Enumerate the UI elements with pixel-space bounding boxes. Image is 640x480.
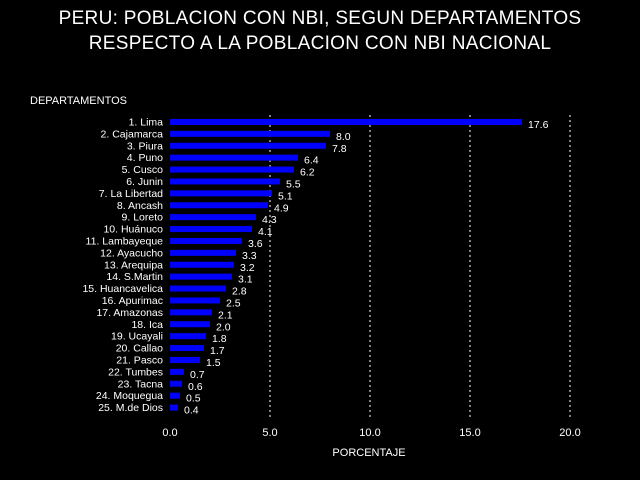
- bar: [170, 190, 272, 197]
- bar: [170, 392, 180, 399]
- bar: [170, 226, 252, 233]
- bar: [170, 118, 522, 125]
- value-label: 1.7: [210, 345, 225, 357]
- category-label: 1. Lima: [129, 116, 164, 128]
- value-label: 2.5: [226, 297, 241, 309]
- value-label: 0.6: [188, 381, 203, 393]
- value-label: 6.4: [304, 155, 319, 167]
- category-label: 11. Lambayeque: [86, 235, 164, 247]
- value-label: 0.7: [190, 369, 205, 381]
- chart-title-line-1: PERU: POBLACION CON NBI, SEGUN DEPARTAME…: [58, 8, 582, 29]
- value-label: 4.3: [262, 214, 277, 226]
- bar: [170, 380, 182, 387]
- category-label: 17. Amazonas: [96, 307, 163, 319]
- category-label: 19. Ucayali: [111, 331, 163, 343]
- bar: [170, 178, 280, 185]
- category-label: 2. Cajamarca: [101, 128, 164, 140]
- x-tick-label: 15.0: [459, 427, 480, 439]
- value-labels: 17.6 8.07.8 6.46.25.55.14.94.34.13.63.33.2…: [184, 119, 549, 417]
- x-tick-label: 5.0: [262, 427, 277, 439]
- category-label: 6. Junin: [126, 176, 163, 188]
- bar: [170, 368, 184, 375]
- bar: [170, 356, 200, 363]
- category-label: 14. S.Martin: [106, 271, 163, 283]
- bar: [170, 237, 242, 244]
- value-label: 3.1: [238, 274, 253, 286]
- value-label: 0.4: [184, 405, 199, 417]
- chart-title-line-2: RESPECTO A LA POBLACION CON NBI NACIONAL: [88, 33, 552, 54]
- category-label: 8. Ancash: [117, 200, 163, 212]
- category-label: 15. Huancavelica: [82, 283, 163, 295]
- bar: [170, 154, 298, 161]
- category-label: 10. Huánuco: [103, 224, 163, 236]
- value-label: 1.5: [206, 357, 221, 369]
- category-label: 7. La Libertad: [99, 188, 163, 200]
- value-label: 3.2: [240, 262, 255, 274]
- x-tick-label: 0.0: [162, 427, 177, 439]
- gridlines: [269, 115, 571, 418]
- x-tick-label: 10.0: [359, 427, 380, 439]
- value-label: 6.2: [300, 167, 315, 179]
- x-tick-label: 20.0: [559, 427, 580, 439]
- bar: [170, 285, 226, 292]
- bar: [170, 321, 210, 328]
- value-label: 3.3: [242, 250, 257, 262]
- bar: [170, 214, 256, 221]
- bar: [170, 249, 236, 256]
- category-label: 9. Loreto: [122, 212, 164, 224]
- category-label: 22. Tumbes: [108, 366, 163, 378]
- category-label: 13. Arequipa: [104, 259, 163, 271]
- bar: [170, 273, 232, 280]
- bar: [170, 309, 212, 316]
- bar: [170, 202, 268, 209]
- category-label: 23. Tacna: [118, 378, 164, 390]
- value-label: 17.6: [528, 119, 549, 131]
- x-tick-labels: 0.0 5.0 10.0 15.0 20.0: [162, 427, 580, 439]
- category-label: 5. Cusco: [122, 164, 164, 176]
- bar: [170, 130, 330, 137]
- value-label: 7.8: [332, 143, 347, 155]
- bar: [170, 297, 220, 304]
- category-label: 20. Callao: [116, 343, 163, 355]
- value-label: 8.0: [336, 131, 351, 143]
- value-label: 2.0: [216, 321, 231, 333]
- bar: [170, 166, 294, 173]
- value-label: 5.5: [286, 178, 301, 190]
- value-label: 0.5: [186, 393, 201, 405]
- value-label: 1.8: [212, 333, 227, 345]
- category-label: 4. Puno: [127, 152, 163, 164]
- bar: [170, 345, 204, 352]
- category-label: 12. Ayacucho: [100, 247, 163, 259]
- category-label: 24. Moquegua: [96, 390, 163, 402]
- category-label: 25. M.de Dios: [98, 402, 163, 414]
- bar: [170, 261, 234, 268]
- bars: [170, 118, 522, 411]
- category-label: 3. Piura: [127, 140, 163, 152]
- value-label: 4.1: [258, 226, 273, 238]
- y-axis-label: DEPARTAMENTOS: [30, 95, 127, 107]
- category-label: 18. Ica: [131, 319, 163, 331]
- category-label: 21. Pasco: [116, 354, 163, 366]
- bar: [170, 333, 206, 340]
- bar: [170, 142, 326, 149]
- value-label: 5.1: [278, 190, 293, 202]
- value-label: 2.8: [232, 286, 247, 298]
- value-label: 4.9: [274, 202, 289, 214]
- value-label: 2.1: [218, 309, 233, 321]
- bar: [170, 404, 178, 411]
- category-label: 16. Apurimac: [102, 295, 163, 307]
- x-axis-label: PORCENTAJE: [332, 447, 405, 459]
- value-label: 3.6: [248, 238, 263, 250]
